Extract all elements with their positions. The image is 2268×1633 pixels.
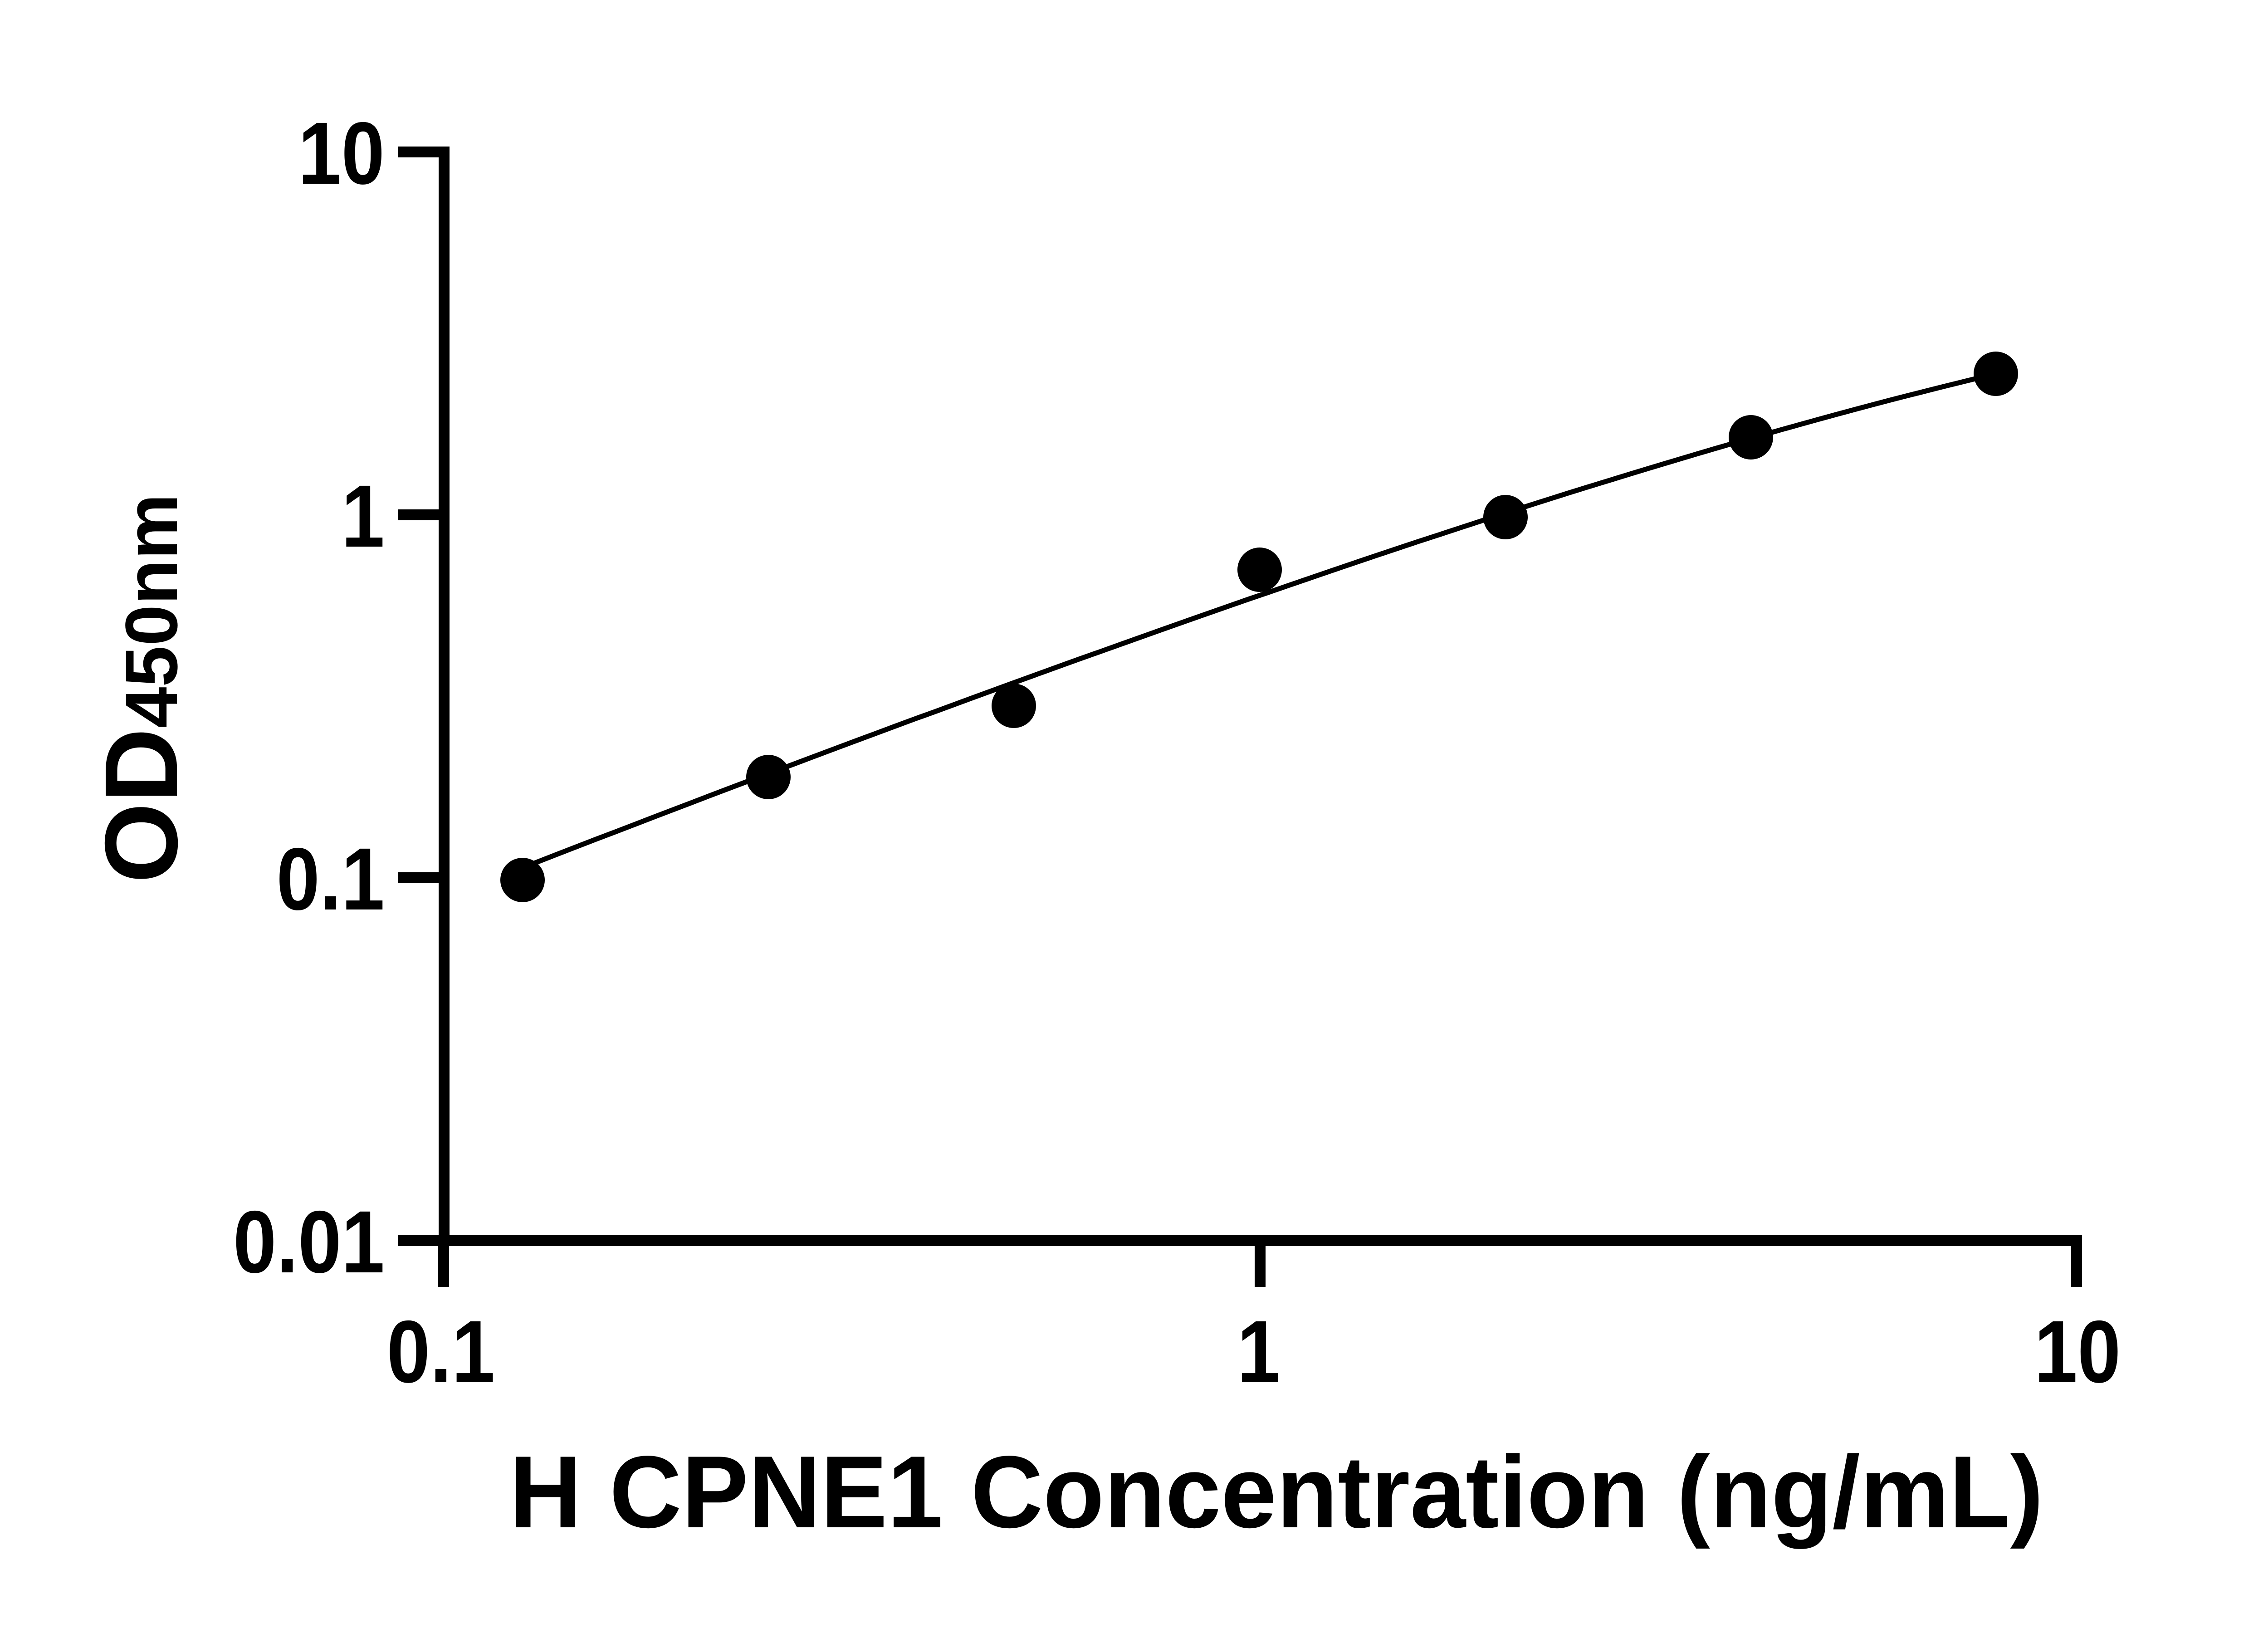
svg-text:H CPNE1 Concentration (ng/mL): H CPNE1 Concentration (ng/mL) bbox=[509, 1435, 2043, 1550]
svg-text:1: 1 bbox=[342, 467, 385, 566]
svg-text:10: 10 bbox=[2034, 1302, 2121, 1401]
svg-text:0.1: 0.1 bbox=[387, 1302, 495, 1401]
svg-text:0.01: 0.01 bbox=[233, 1193, 385, 1291]
svg-text:0.1: 0.1 bbox=[276, 830, 385, 929]
svg-text:1: 1 bbox=[1237, 1302, 1280, 1401]
svg-text:10: 10 bbox=[298, 104, 385, 203]
